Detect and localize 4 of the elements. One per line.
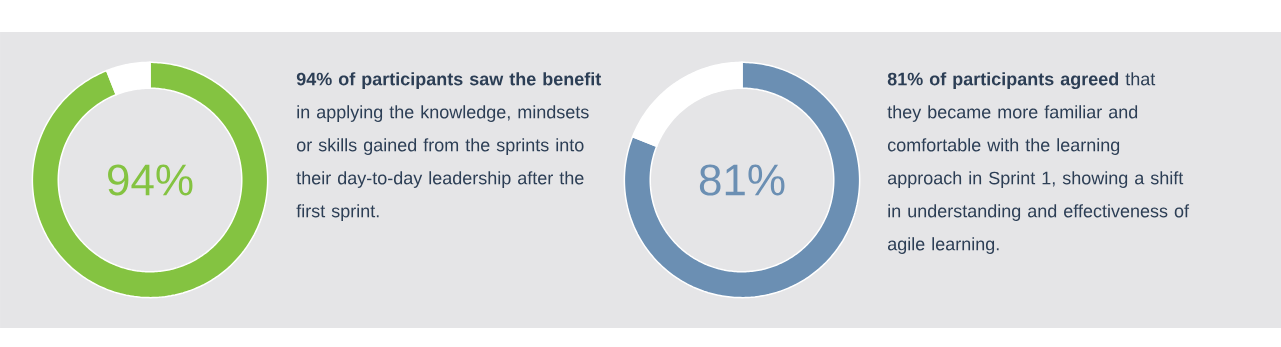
text: 94% of participants saw the benefit in applying the knowledge, mindsets or skills gained from the sprints into their day-to-day leadership after the first sprint.: [296, 72, 602, 221]
text: 81% of participants agreed that they became more familiar and comfortable with the learning approach in Sprint 1, showing a shift in understanding and effectiveness of agile learning.: [887, 72, 1190, 254]
data-label: 94%: [108, 164, 193, 196]
data-label: 81%: [699, 164, 785, 196]
